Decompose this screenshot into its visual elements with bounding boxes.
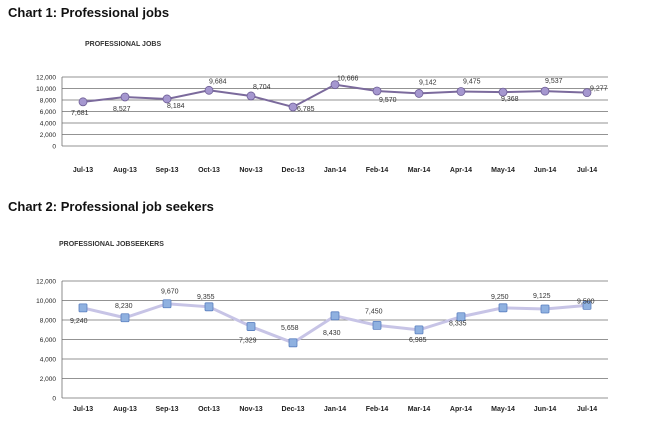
data-point: [498, 303, 508, 313]
y-tick-label: 10,000: [36, 86, 56, 93]
x-tick-label: Jul-14: [577, 406, 597, 413]
data-label: 9,670: [161, 289, 179, 296]
x-tick-label: Nov-13: [239, 406, 262, 413]
y-tick-label: 0: [52, 144, 56, 151]
x-tick-label: Jul-14: [577, 167, 597, 174]
data-label: 5,658: [281, 325, 299, 332]
data-point: [162, 299, 172, 309]
data-label: 7,450: [365, 308, 383, 315]
data-point: [204, 85, 214, 95]
data-label: 6,785: [297, 106, 315, 113]
data-point: [246, 91, 256, 101]
data-point: [120, 92, 130, 102]
x-tick-label: Jul-13: [73, 167, 93, 174]
x-tick-label: Oct-13: [198, 406, 220, 413]
y-tick-label: 6,000: [40, 109, 57, 116]
data-point: [78, 97, 88, 107]
data-label: 8,335: [449, 321, 467, 328]
data-point: [204, 302, 214, 312]
data-point: [162, 94, 172, 104]
data-point: [582, 300, 592, 310]
x-tick-label: Sep-13: [156, 406, 179, 413]
x-tick-label: Sep-13: [156, 167, 179, 174]
data-label: 6,985: [409, 337, 427, 344]
x-tick-label: Dec-13: [282, 406, 305, 413]
data-label: 8,704: [253, 84, 271, 91]
data-label: 9,500: [577, 298, 595, 305]
y-tick-label: 12,000: [36, 75, 56, 82]
x-tick-label: Jan-14: [324, 406, 346, 413]
y-tick-label: 4,000: [40, 357, 57, 364]
data-label: 8,184: [167, 103, 185, 110]
data-label: 9,537: [545, 78, 563, 85]
x-tick-label: Jun-14: [534, 167, 557, 174]
data-label: 9,142: [419, 79, 437, 86]
y-tick-label: 6,000: [40, 337, 57, 344]
data-label: 8,230: [115, 303, 133, 310]
data-point: [456, 312, 466, 322]
data-label: 9,570: [379, 97, 397, 104]
x-tick-label: Oct-13: [198, 167, 220, 174]
y-tick-label: 2,000: [40, 376, 57, 383]
data-label: 8,527: [113, 106, 131, 113]
data-point: [456, 87, 466, 96]
chart1-heading: Chart 1: Professional jobs: [8, 5, 170, 20]
data-point: [540, 86, 550, 96]
x-tick-label: Dec-13: [282, 167, 305, 174]
x-tick-label: May-14: [491, 167, 515, 174]
data-label: 10,666: [337, 76, 359, 83]
data-label: 7,681: [71, 110, 89, 117]
x-tick-label: Aug-13: [113, 167, 137, 174]
data-label: 9,368: [501, 96, 519, 103]
data-point: [78, 303, 88, 313]
data-label: 9,250: [491, 294, 509, 301]
chart2-heading: Chart 2: Professional job seekers: [8, 199, 214, 214]
x-tick-label: Jun-14: [534, 406, 557, 413]
data-label: 9,684: [209, 78, 227, 85]
series-line: [82, 302, 588, 345]
x-tick-label: Mar-14: [408, 167, 431, 174]
data-point: [330, 80, 340, 90]
data-point: [330, 311, 340, 321]
x-tick-label: Apr-14: [450, 167, 472, 174]
data-point: [540, 304, 550, 314]
data-point: [372, 320, 382, 330]
y-tick-label: 10,000: [36, 298, 56, 305]
data-point: [246, 322, 256, 331]
data-label: 9,125: [533, 293, 551, 300]
data-point: [498, 87, 508, 97]
x-tick-label: Feb-14: [366, 406, 389, 413]
data-point: [372, 86, 382, 96]
data-point: [414, 325, 424, 335]
data-point: [582, 88, 592, 98]
data-label: 9,277: [590, 86, 608, 93]
x-tick-label: Apr-14: [450, 406, 472, 413]
chart-title: PROFESSIONAL JOBSEEKERS: [59, 241, 164, 248]
x-tick-label: Jul-13: [73, 406, 93, 413]
x-tick-label: Jan-14: [324, 167, 346, 174]
x-tick-label: Feb-14: [366, 167, 389, 174]
data-label: 9,475: [463, 79, 481, 86]
y-tick-label: 8,000: [40, 318, 57, 325]
x-tick-label: Nov-13: [239, 167, 262, 174]
x-tick-label: Mar-14: [408, 406, 431, 413]
y-tick-label: 0: [52, 396, 56, 403]
data-point: [414, 89, 424, 98]
data-point: [288, 338, 298, 348]
data-label: 7,329: [239, 338, 257, 345]
data-label: 8,430: [323, 330, 341, 337]
y-tick-label: 4,000: [40, 121, 57, 128]
y-tick-label: 2,000: [40, 132, 57, 139]
y-tick-label: 8,000: [40, 98, 57, 105]
y-tick-label: 12,000: [36, 279, 56, 286]
chart-title: PROFESSIONAL JOBS: [85, 41, 161, 48]
data-point: [288, 102, 298, 112]
x-tick-label: Aug-13: [113, 406, 137, 413]
data-label: 9,355: [197, 294, 215, 301]
data-label: 9,240: [70, 318, 88, 325]
data-point: [120, 313, 130, 323]
x-tick-label: May-14: [491, 406, 515, 413]
